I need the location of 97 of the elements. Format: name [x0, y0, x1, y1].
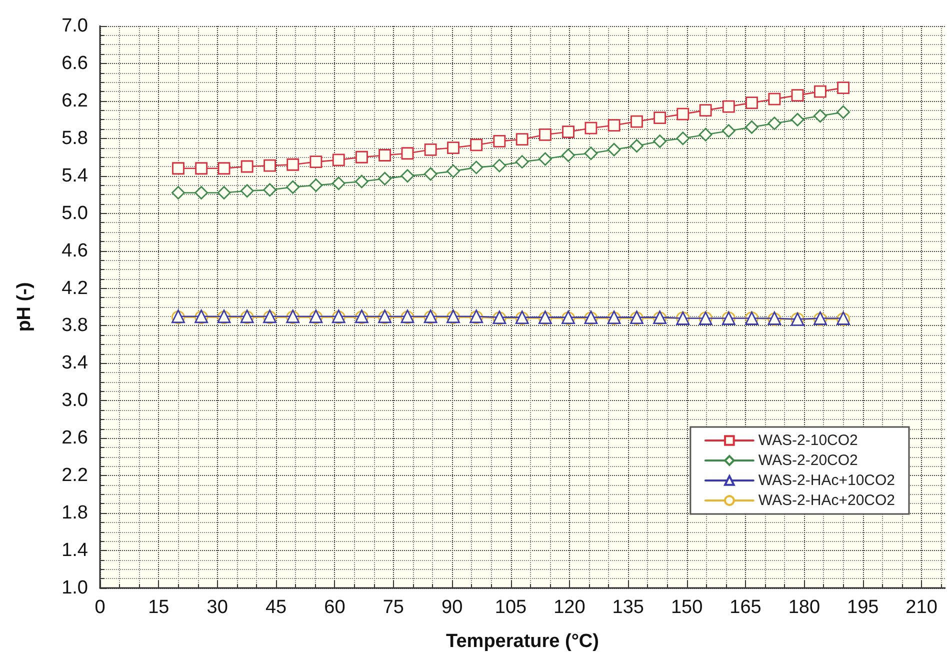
x-tick-label: 195 [846, 597, 879, 618]
y-tick-label: 6.6 [62, 52, 88, 74]
point [814, 109, 827, 123]
point [722, 100, 735, 113]
point [263, 183, 276, 197]
x-tick-label: 60 [324, 597, 346, 618]
point [745, 120, 758, 134]
legend-label: WAS-2-HAc+20CO2 [758, 492, 896, 509]
x-tick-label: 165 [730, 597, 762, 618]
point [195, 162, 208, 175]
point [240, 184, 254, 198]
x-tick-label: 180 [788, 597, 820, 618]
point [676, 108, 690, 120]
point [217, 186, 231, 200]
y-tick-label: 4.2 [62, 278, 88, 299]
point [836, 105, 850, 119]
point [607, 142, 621, 156]
point [562, 126, 574, 138]
point [515, 155, 529, 169]
point [722, 124, 736, 138]
x-tick-label: 90 [442, 597, 463, 618]
point [698, 128, 712, 142]
point [356, 150, 368, 164]
x-tick-label: 105 [494, 597, 527, 618]
point [400, 169, 414, 183]
y-tick-label: 5.8 [62, 128, 88, 149]
point [194, 186, 208, 200]
point [516, 133, 528, 146]
y-tick-label: 3.8 [62, 315, 88, 336]
x-tick-label: 0 [94, 597, 106, 618]
x-tick-label: 75 [382, 597, 404, 618]
point [676, 132, 690, 146]
point [584, 122, 598, 134]
point [424, 167, 438, 181]
y-tick-label: 7.0 [62, 16, 88, 36]
x-axis-title: Temperature (°C) [446, 631, 599, 652]
y-axis-title: pH (-) [14, 282, 35, 332]
point [470, 160, 484, 174]
legend-label: WAS-2-HAc+10CO2 [758, 472, 896, 489]
y-tick-label: 2.2 [62, 465, 88, 486]
y-tick-label: 1.0 [62, 578, 88, 598]
x-tick-label: 15 [148, 597, 170, 618]
point [447, 142, 460, 154]
point [286, 158, 300, 171]
point [768, 116, 782, 130]
x-tick-label: 210 [906, 597, 938, 618]
y-tick-label: 1.4 [62, 540, 88, 562]
y-tick-label: 3.0 [62, 390, 88, 412]
point [172, 186, 185, 200]
point [240, 160, 254, 173]
legend-label: WAS-2-10CO2 [758, 432, 858, 449]
point [401, 147, 414, 160]
point [630, 139, 644, 153]
x-tick-label: 120 [554, 597, 586, 618]
point [355, 174, 368, 188]
point [286, 180, 300, 194]
point [172, 162, 184, 175]
point [814, 85, 826, 98]
legend-label: WAS-2-20CO2 [758, 452, 858, 469]
point [332, 154, 345, 166]
point [630, 115, 643, 128]
y-tick-label: 1.8 [62, 502, 88, 524]
x-tick-label: 30 [206, 597, 228, 618]
point [446, 164, 460, 178]
point [218, 162, 230, 175]
point [746, 96, 758, 110]
point [837, 82, 850, 94]
x-tick-label: 150 [670, 597, 703, 618]
y-tick-label: 2.6 [62, 428, 88, 449]
x-tick-label: 135 [612, 597, 644, 618]
y-tick-label: 4.6 [62, 240, 88, 262]
point [310, 156, 322, 168]
point [492, 158, 506, 172]
point [653, 134, 667, 148]
point [699, 104, 712, 116]
point [470, 138, 483, 152]
point [264, 159, 276, 172]
point [378, 149, 391, 162]
point [562, 148, 575, 162]
point [332, 176, 346, 190]
point [378, 172, 392, 186]
point [309, 178, 323, 192]
point [424, 143, 437, 156]
y-tick-label: 5.4 [62, 165, 88, 186]
point [538, 128, 552, 141]
point [538, 152, 552, 166]
point [768, 92, 781, 106]
point [584, 146, 598, 160]
x-tick-label: 45 [265, 597, 287, 618]
point [493, 135, 506, 148]
y-tick-label: 6.2 [62, 90, 88, 112]
point [790, 112, 804, 126]
point [791, 89, 804, 102]
point [608, 119, 620, 132]
point [654, 112, 666, 124]
y-tick-label: 5.0 [62, 202, 88, 224]
y-tick-label: 3.4 [62, 352, 88, 374]
